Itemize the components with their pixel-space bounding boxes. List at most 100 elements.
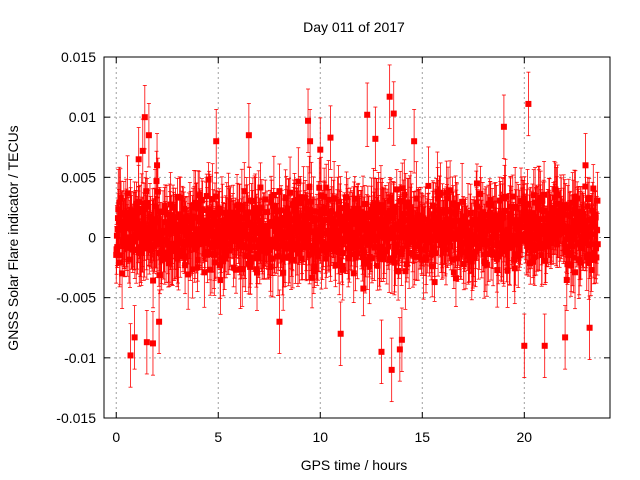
data-point	[254, 251, 261, 258]
data-point	[140, 241, 147, 248]
data-point	[255, 207, 262, 214]
data-point	[196, 192, 203, 199]
data-point	[294, 218, 301, 225]
data-point	[186, 214, 193, 221]
data-point	[299, 242, 306, 249]
data-point	[265, 238, 272, 245]
data-layer	[113, 64, 601, 403]
data-point	[286, 213, 293, 220]
data-point	[216, 205, 223, 212]
data-point	[343, 203, 350, 210]
data-point	[182, 262, 189, 269]
data-point	[225, 209, 232, 216]
data-point	[270, 202, 277, 209]
data-point	[304, 198, 311, 205]
data-point	[289, 234, 296, 241]
data-point	[302, 205, 309, 212]
data-point	[177, 253, 184, 260]
data-point	[185, 271, 192, 278]
data-point	[303, 214, 310, 221]
data-point	[344, 236, 351, 243]
data-point	[305, 225, 312, 232]
data-point	[135, 199, 142, 206]
data-point	[234, 225, 241, 232]
data-point	[177, 194, 184, 201]
data-point	[288, 252, 295, 259]
data-point	[141, 236, 148, 243]
data-point	[122, 225, 129, 232]
data-point	[296, 244, 303, 251]
data-point	[276, 218, 283, 225]
data-point	[272, 208, 279, 215]
data-point	[188, 240, 195, 247]
data-point	[240, 233, 247, 240]
data-point	[212, 234, 219, 241]
data-point	[307, 229, 314, 236]
data-point	[297, 226, 304, 233]
data-point	[195, 205, 202, 212]
data-point	[265, 222, 272, 229]
data-point	[284, 205, 291, 212]
data-point	[223, 252, 230, 259]
data-point	[319, 218, 326, 225]
data-point	[339, 266, 346, 273]
data-point	[315, 216, 322, 223]
data-point	[279, 237, 286, 244]
chart-title: Day 011 of 2017	[303, 19, 405, 35]
data-point	[245, 235, 252, 242]
data-point	[175, 249, 182, 256]
data-point	[198, 218, 205, 225]
data-point	[337, 241, 344, 248]
data-point	[311, 263, 318, 270]
data-point	[242, 227, 249, 234]
data-point	[127, 212, 134, 219]
data-point	[162, 228, 169, 235]
data-point	[256, 246, 263, 253]
data-point	[131, 238, 138, 245]
data-point	[257, 184, 264, 191]
data-point	[201, 269, 208, 276]
data-point	[314, 253, 321, 260]
data-point	[293, 222, 300, 229]
data-point	[129, 225, 136, 232]
data-point	[321, 204, 328, 211]
data-point	[184, 227, 191, 234]
data-point	[193, 214, 200, 221]
data-point	[252, 214, 259, 221]
data-point	[149, 234, 156, 241]
data-point	[306, 184, 313, 191]
data-point	[154, 241, 161, 248]
data-point	[221, 246, 228, 253]
data-point	[150, 222, 157, 229]
data-point	[147, 247, 154, 254]
data-point	[330, 215, 337, 222]
data-point	[343, 230, 350, 237]
data-point	[236, 206, 243, 213]
data-point	[192, 238, 199, 245]
data-point	[127, 256, 134, 263]
data-point	[253, 266, 260, 273]
data-point	[145, 230, 152, 237]
data-point	[296, 200, 303, 207]
data-point	[284, 229, 291, 236]
data-point	[188, 224, 195, 231]
data-point	[332, 262, 339, 269]
data-point	[162, 219, 169, 226]
data-point	[327, 244, 334, 251]
data-point	[254, 269, 261, 276]
data-point	[292, 240, 299, 247]
data-point	[253, 224, 260, 231]
data-point	[264, 228, 271, 235]
data-point	[246, 245, 253, 252]
data-point	[287, 189, 294, 196]
data-point	[202, 236, 209, 243]
data-point	[291, 207, 298, 214]
data-point	[229, 229, 236, 236]
data-point	[239, 266, 246, 273]
data-point	[269, 255, 276, 262]
data-point	[246, 197, 253, 204]
data-point	[309, 249, 316, 256]
data-point	[297, 194, 304, 201]
data-point	[144, 199, 151, 206]
data-point	[218, 243, 225, 250]
